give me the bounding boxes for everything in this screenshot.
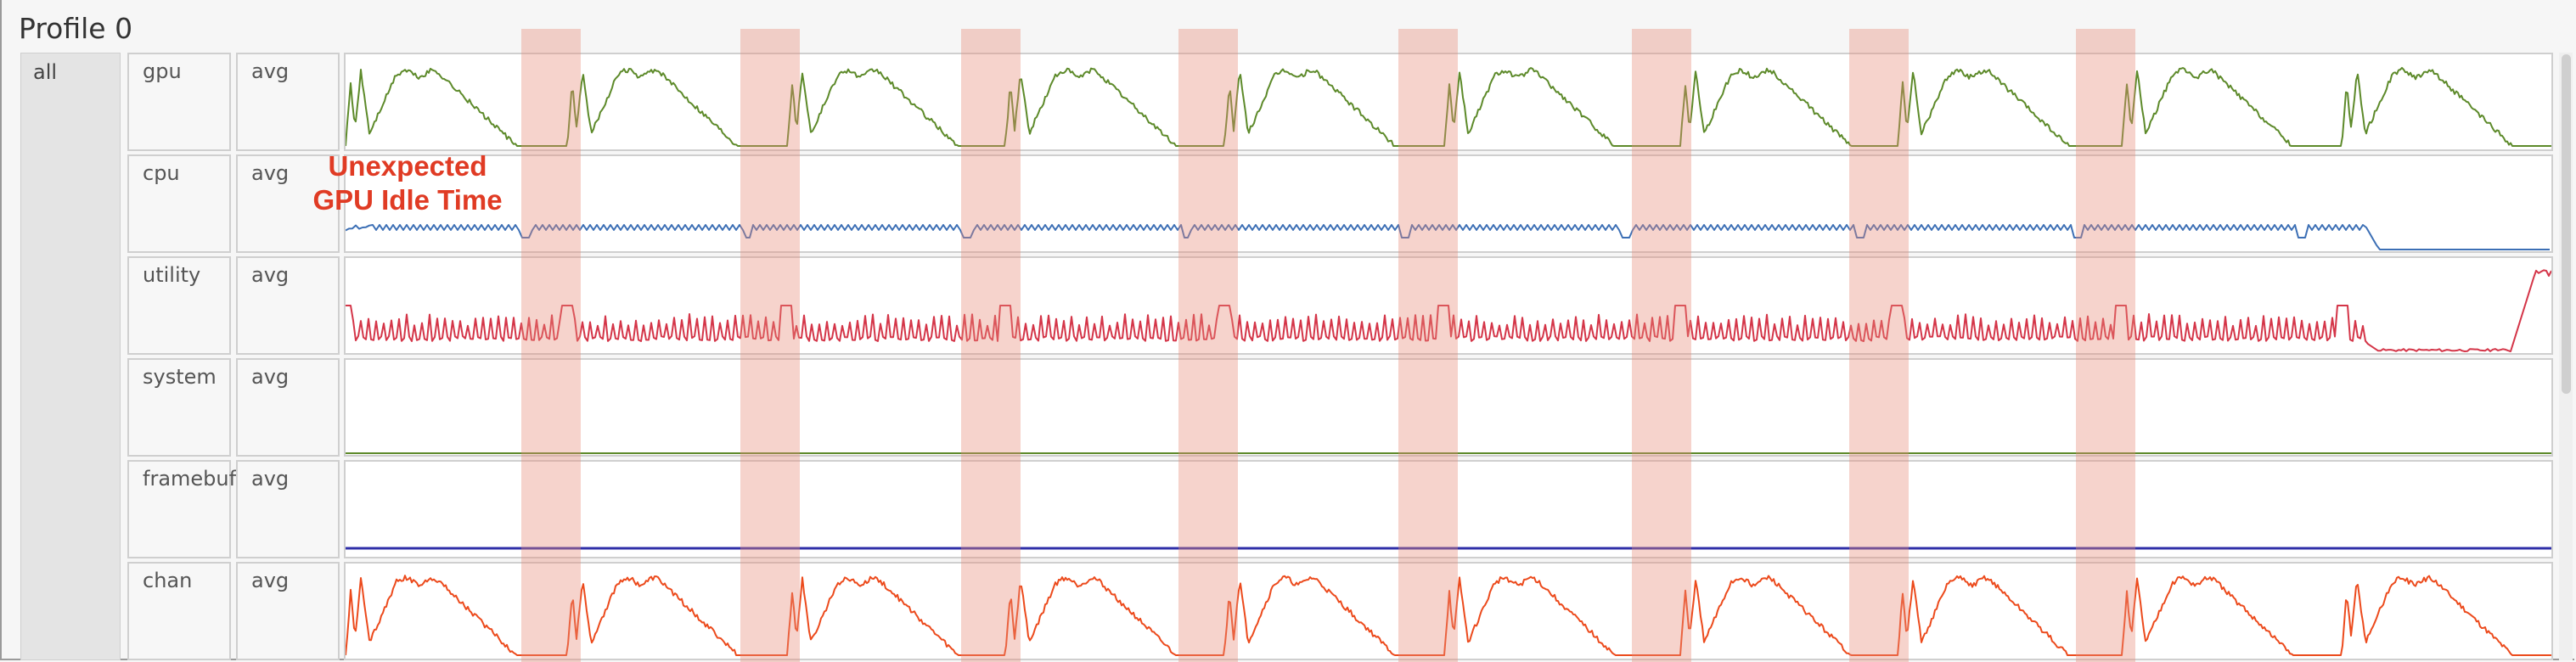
scrollbar-thumb[interactable] — [2562, 54, 2571, 394]
plot-framebuffer[interactable] — [344, 460, 2553, 558]
sparkline-framebuffer — [346, 547, 2551, 550]
series-line-chan — [346, 575, 2551, 656]
row-stat-gpu[interactable]: avg — [236, 53, 340, 151]
row-name-chan[interactable]: chan — [127, 562, 231, 660]
row-stat-utility[interactable]: avg — [236, 256, 340, 355]
group-label: all — [33, 60, 58, 84]
row-stat-label: avg — [251, 161, 290, 185]
row-stat-label: avg — [251, 59, 290, 83]
row-stat-label: avg — [251, 569, 290, 592]
annotation-line-2: GPU Idle Time — [312, 184, 503, 216]
sparkline-chan — [346, 575, 2551, 656]
row-name-gpu[interactable]: gpu — [127, 53, 231, 151]
sparkline-cpu — [346, 224, 2550, 250]
row-name-label: cpu — [143, 161, 180, 185]
row-name-label: utility — [143, 263, 201, 287]
profile-title: Profile 0 — [19, 12, 133, 45]
row-stat-system[interactable]: avg — [236, 358, 340, 457]
plot-chan[interactable] — [344, 562, 2553, 660]
row-name-label: system — [143, 365, 217, 389]
sparkline-gpu — [346, 66, 2551, 147]
row-stat-cpu[interactable]: avg — [236, 154, 340, 253]
row-stat-chan[interactable]: avg — [236, 562, 340, 660]
sparkline-system — [346, 452, 2551, 454]
row-name-label: chan — [143, 569, 193, 592]
row-stat-label: avg — [251, 365, 290, 389]
row-name-label: gpu — [143, 59, 182, 83]
group-column-all[interactable]: all — [20, 53, 121, 660]
row-stat-label: avg — [251, 467, 290, 491]
row-stat-framebuffer[interactable]: avg — [236, 460, 340, 558]
plot-gpu[interactable] — [344, 53, 2553, 151]
annotation-line-1: Unexpected — [328, 150, 487, 182]
row-name-system[interactable]: system — [127, 358, 231, 457]
series-line-utility — [346, 269, 2551, 352]
row-name-cpu[interactable]: cpu — [127, 154, 231, 253]
sparkline-utility — [346, 269, 2551, 352]
series-line-gpu — [346, 66, 2551, 147]
row-stat-label: avg — [251, 263, 290, 287]
plot-system[interactable] — [344, 358, 2553, 457]
row-name-framebuffer[interactable]: framebuffer — [127, 460, 264, 558]
idle-time-annotation: Unexpected GPU Idle Time — [297, 149, 518, 217]
plot-cpu[interactable] — [344, 154, 2553, 253]
series-line-cpu — [346, 224, 2550, 250]
row-name-utility[interactable]: utility — [127, 256, 231, 355]
plot-utility[interactable] — [344, 256, 2553, 355]
